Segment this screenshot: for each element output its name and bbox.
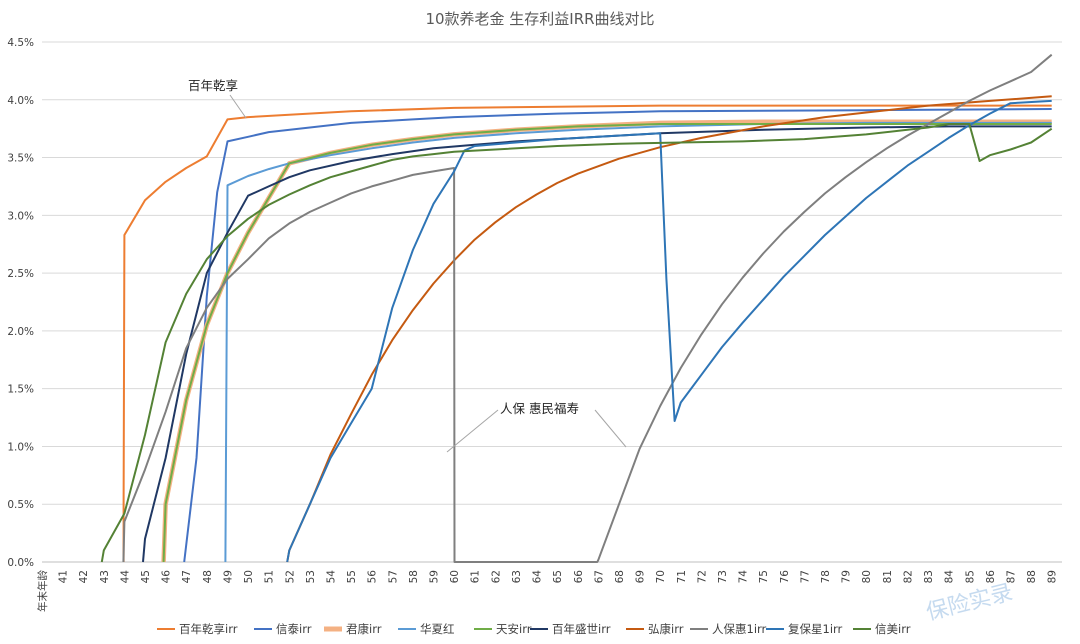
series-lines	[100, 53, 1053, 563]
annotation-label: 人保 惠民福寿	[500, 401, 579, 416]
x-tick-label: 52	[284, 570, 296, 583]
legend-label: 弘康irr	[648, 622, 684, 636]
x-tick-label: 42	[78, 570, 90, 583]
x-tick-label: 85	[964, 570, 976, 583]
y-tick-label: 3.0%	[7, 210, 34, 222]
x-tick-label: 55	[346, 570, 358, 583]
x-tick-label: 46	[161, 570, 173, 584]
x-tick-label: 87	[1005, 570, 1017, 583]
x-tick-label: 56	[367, 570, 379, 584]
series-line	[122, 104, 1052, 562]
annotation-label: 百年乾享	[188, 78, 238, 93]
x-tick-label: 78	[820, 570, 832, 583]
x-axis-ticks: 年末年龄 41 42 43 44 45 46 47 48 49 50 51 52 53 54 55 56 57 58…	[36, 570, 1059, 612]
x-tick-label: 60	[449, 570, 461, 583]
x-tick-label: 66	[573, 570, 585, 584]
legend-label: 君康irr	[346, 622, 382, 636]
x-tick-label: 65	[552, 570, 564, 583]
legend-label: 信美irr	[875, 622, 911, 636]
legend-label: 信泰irr	[276, 622, 312, 636]
x-tick-label: 72	[696, 570, 708, 583]
series-line	[100, 123, 1053, 563]
series-line	[224, 121, 1052, 563]
watermark: 保险实录	[924, 580, 1015, 626]
y-tick-label: 4.0%	[7, 95, 34, 107]
x-tick-label: 57	[387, 570, 399, 583]
series-line	[122, 53, 1053, 563]
x-tick-label: 82	[902, 570, 914, 583]
legend-label: 天安irr	[496, 622, 532, 636]
y-tick-label: 0.5%	[7, 499, 34, 511]
legend-label: 百年盛世irr	[552, 622, 611, 636]
x-tick-label: 45	[140, 570, 152, 583]
x-tick-label: 59	[429, 570, 441, 583]
x-tick-label: 54	[325, 570, 337, 584]
x-tick-label: 62	[490, 570, 502, 583]
x-tick-label: 74	[738, 570, 750, 584]
x-tick-label: 51	[264, 570, 276, 583]
y-tick-label: 0.0%	[7, 557, 34, 569]
y-tick-label: 4.5%	[7, 37, 34, 49]
x-tick-label: 88	[1026, 570, 1038, 583]
chart-title: 10款养老金 生存利益IRR曲线对比	[425, 10, 654, 28]
x-tick-label: 84	[944, 570, 956, 584]
series-line	[161, 119, 1052, 563]
annotation-leader	[594, 409, 627, 448]
x-tick-label: 79	[841, 570, 853, 583]
x-tick-label: 77	[799, 570, 811, 583]
x-tick-label: 48	[202, 570, 214, 583]
legend-label: 华夏红	[420, 622, 455, 636]
grid-lines	[42, 41, 1062, 563]
x-tick-label: 89	[1047, 570, 1059, 583]
legend-label: 人保惠1irr	[712, 622, 767, 636]
x-tick-label: 75	[758, 570, 770, 583]
annotation-leader	[446, 409, 499, 453]
y-tick-label: 1.5%	[7, 384, 34, 396]
x-tick-label: 83	[923, 570, 935, 583]
x-tick-label: 50	[243, 570, 255, 583]
x-tick-label: 86	[985, 570, 997, 584]
legend-label: 百年乾享irr	[179, 622, 238, 636]
x-tick-label: 44	[119, 570, 131, 584]
x-tick-label: 76	[779, 570, 791, 584]
x-tick-label: 70	[655, 570, 667, 583]
y-tick-label: 3.5%	[7, 153, 34, 165]
x-tick-label: 47	[181, 570, 193, 583]
series-line	[286, 99, 1052, 563]
x-tick-label: 64	[532, 570, 544, 584]
annotation-leader	[229, 94, 247, 119]
x-tick-label: 73	[717, 570, 729, 583]
x-tick-label: 67	[593, 570, 605, 583]
x-tick-label: 63	[511, 570, 523, 583]
x-tick-label: 58	[408, 570, 420, 583]
x-tick-label: 43	[99, 570, 111, 583]
series-line	[286, 95, 1052, 563]
legend-label: 复保星1irr	[788, 622, 843, 636]
x-tick-label: 41	[58, 570, 70, 583]
legend: 百年乾享irr 信泰irr 君康irr 华夏红 天安irr 百年盛世irr 弘康irr 人保惠…	[157, 622, 911, 636]
x-tick-label: 80	[861, 570, 873, 583]
x-tick-label: 81	[882, 570, 894, 583]
x-tick-label: 61	[470, 570, 482, 583]
y-tick-label: 2.5%	[7, 268, 34, 280]
y-tick-label: 1.0%	[7, 441, 34, 453]
x-tick-label: 53	[305, 570, 317, 583]
x-tick-label: 68	[614, 570, 626, 583]
y-tick-label: 2.0%	[7, 326, 34, 338]
x-axis-label: 年末年龄	[36, 570, 49, 612]
x-tick-label: 71	[676, 570, 688, 583]
series-line	[162, 123, 1052, 563]
series-line	[142, 125, 1052, 563]
y-axis-ticks: 0.0% 0.5% 1.0% 1.5% 2.0% 2.5% 3.0% 3.5% 4.0% 4.5%	[7, 37, 34, 569]
x-tick-label: 69	[635, 570, 647, 583]
series-line	[183, 108, 1052, 563]
x-tick-label: 49	[222, 570, 234, 583]
